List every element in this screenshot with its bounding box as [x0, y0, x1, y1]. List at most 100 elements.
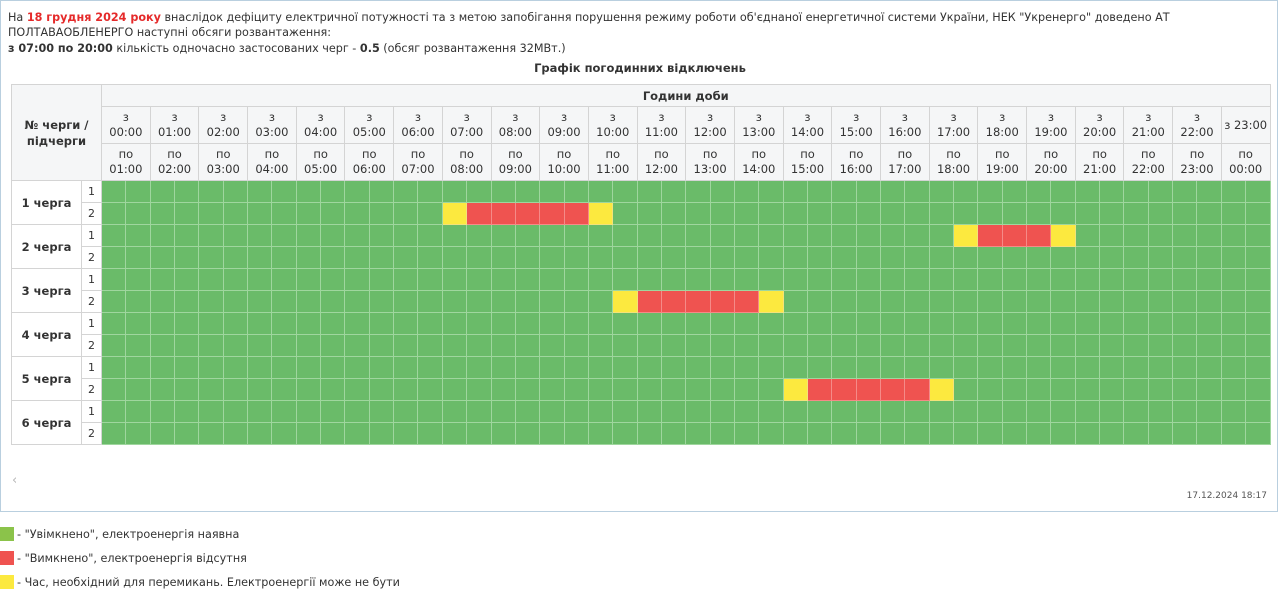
slot-cell — [806, 246, 833, 269]
slot-cell — [417, 378, 443, 401]
slot-cell — [125, 400, 151, 423]
slot-cell — [977, 356, 1003, 379]
slot-cell — [1172, 180, 1198, 203]
slot-cell — [1099, 202, 1125, 225]
slot-cell — [1123, 202, 1149, 225]
slot-cell — [1050, 202, 1076, 225]
slot-cell — [1074, 356, 1101, 379]
slot-cell — [1245, 268, 1271, 291]
schedule-title: Графік погодинних відключень — [534, 61, 746, 75]
slot-cell — [320, 246, 346, 269]
slot-cell — [855, 202, 882, 225]
slot-cell — [782, 312, 808, 335]
slot-cell — [174, 246, 200, 269]
slot-cell — [271, 268, 297, 291]
hour-from-10: з 10:00 — [587, 106, 638, 144]
slot-cell — [198, 224, 224, 247]
slot-cell — [271, 290, 297, 313]
slot-cell — [514, 180, 541, 203]
slot-cell — [247, 334, 273, 357]
slot-cell — [1026, 422, 1052, 445]
slot-cell — [466, 400, 492, 423]
slot-cell — [636, 378, 662, 401]
slot-cell — [490, 422, 516, 445]
slot-cell — [1123, 334, 1149, 357]
hour-from-prefix: з — [463, 110, 470, 124]
slot-cell — [539, 334, 565, 357]
slot-cell — [125, 312, 151, 335]
slot-cell — [1196, 422, 1222, 445]
hour-from-17: з 17:00 — [928, 106, 979, 144]
slot-cell — [466, 378, 492, 401]
slot-cell — [490, 224, 516, 247]
hour-to-time: 23:00 — [1180, 162, 1214, 176]
slot-cell — [563, 180, 589, 203]
hour-from-6: з 06:00 — [393, 106, 443, 144]
hour-to-time: 14:00 — [742, 162, 776, 176]
slot-cell — [1123, 312, 1149, 335]
slot-cell — [879, 356, 906, 379]
slot-cell — [1001, 400, 1028, 423]
slot-cell — [295, 180, 322, 203]
slot-cell — [563, 356, 589, 379]
slot-cell — [831, 180, 857, 203]
slot-cell — [758, 268, 784, 291]
slot-cell — [953, 180, 979, 203]
slot-cell — [514, 378, 541, 401]
slot-cell — [685, 378, 711, 401]
slot-cell — [1123, 180, 1149, 203]
slot-cell — [222, 246, 249, 269]
slot-cell — [612, 290, 638, 313]
slot-cell — [490, 312, 516, 335]
slot-cell — [1172, 334, 1198, 357]
slot-cell — [368, 290, 395, 313]
scroll-left-arrow-icon[interactable]: ‹ — [12, 473, 18, 488]
header-row-main: № черги / підчерги Години доби — [11, 84, 1271, 181]
queue-label: 6 черга — [11, 400, 82, 445]
slot-cell — [904, 268, 930, 291]
slot-cell — [1220, 290, 1247, 313]
slot-cell — [1172, 312, 1198, 335]
slot-cell — [1196, 356, 1222, 379]
slot-cell — [539, 312, 565, 335]
hour-from-8: з 08:00 — [490, 106, 541, 144]
slot-cell — [806, 224, 833, 247]
slot-cell — [660, 202, 687, 225]
slot-cell — [393, 268, 419, 291]
slot-cell — [295, 224, 322, 247]
slot-cell — [660, 268, 687, 291]
slot-cell — [441, 312, 468, 335]
hour-to-21: по 22:00 — [1123, 143, 1174, 181]
slot-cell — [855, 378, 882, 401]
slot-cell — [636, 180, 662, 203]
slot-cell — [1099, 334, 1125, 357]
queue-label: 4 черга — [11, 312, 82, 357]
slot-cell — [1196, 290, 1222, 313]
slot-cell — [1099, 290, 1125, 313]
slot-cell — [320, 290, 346, 313]
slot-cell — [466, 224, 492, 247]
slot-cell — [1026, 268, 1052, 291]
slot-cell — [782, 202, 808, 225]
hour-from-prefix: з — [560, 110, 568, 124]
legend-switch-label: - Час, необхідний для перемикань. Електр… — [17, 575, 400, 589]
slot-cell — [831, 202, 857, 225]
slot-cell — [393, 290, 419, 313]
slot-cell — [977, 422, 1003, 445]
slot-cell — [1196, 400, 1222, 423]
slot-cell — [855, 268, 882, 291]
slot-cell — [733, 422, 760, 445]
slot-cell — [539, 422, 565, 445]
slot-cell — [782, 268, 808, 291]
slot-cell — [368, 312, 395, 335]
slot-cell — [295, 268, 322, 291]
slot-cell — [636, 202, 662, 225]
hour-from-prefix: з — [317, 110, 324, 124]
intro-text: На 18 грудня 2024 року внаслідок дефіцит… — [8, 10, 1270, 40]
schedule-panel: На 18 грудня 2024 року внаслідок дефіцит… — [0, 0, 1278, 512]
queue-3-sub-2-row: 2 — [12, 290, 1271, 313]
slot-cell — [758, 356, 784, 379]
slot-cell — [149, 224, 176, 247]
slot-cell — [539, 378, 565, 401]
slot-cell — [344, 356, 370, 379]
